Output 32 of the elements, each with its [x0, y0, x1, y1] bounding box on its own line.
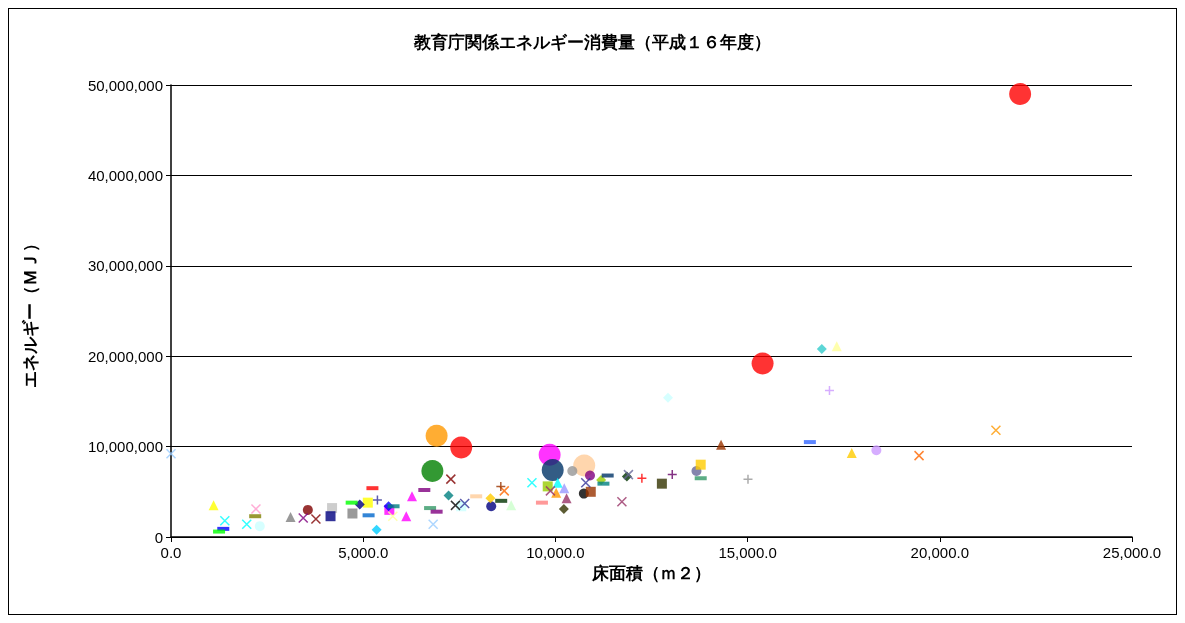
point	[401, 511, 412, 522]
y-tick-label: 0	[154, 528, 163, 546]
x-tick-label: 20,000.0	[910, 544, 969, 561]
point	[990, 425, 1002, 436]
point	[427, 519, 439, 530]
y-tick-label: 10,000,000	[87, 438, 163, 456]
x-tick-label: 10,000.0	[526, 544, 585, 561]
point	[407, 491, 418, 502]
x-axis-title: 床面積（ｍ２）	[591, 564, 711, 583]
point	[616, 496, 628, 507]
x-tick-label: 5,000.0	[338, 544, 389, 561]
x-tick-label: 0.0	[160, 544, 182, 561]
point	[545, 485, 556, 497]
chart-title: 教育庁関係エネルギー消費量（平成１６年度）	[413, 32, 771, 52]
point	[816, 343, 827, 354]
y-tick-label: 50,000,000	[87, 76, 163, 94]
y-axis-title: エネルギー（ＭＪ）	[21, 234, 40, 388]
x-tick-label: 15,000.0	[718, 544, 777, 561]
x-tick-label: 25,000.0	[1102, 544, 1162, 561]
point	[362, 497, 373, 508]
point	[913, 450, 925, 461]
point	[347, 508, 358, 519]
point	[371, 524, 382, 535]
point	[387, 510, 399, 522]
point	[636, 472, 648, 484]
point	[250, 503, 262, 515]
y-tick-label: 30,000,000	[87, 257, 163, 275]
point	[559, 483, 570, 494]
y-tick-label: 40,000,000	[87, 166, 163, 184]
point	[551, 487, 562, 498]
y-tick-label: 20,000,000	[87, 347, 163, 365]
point	[506, 500, 517, 511]
